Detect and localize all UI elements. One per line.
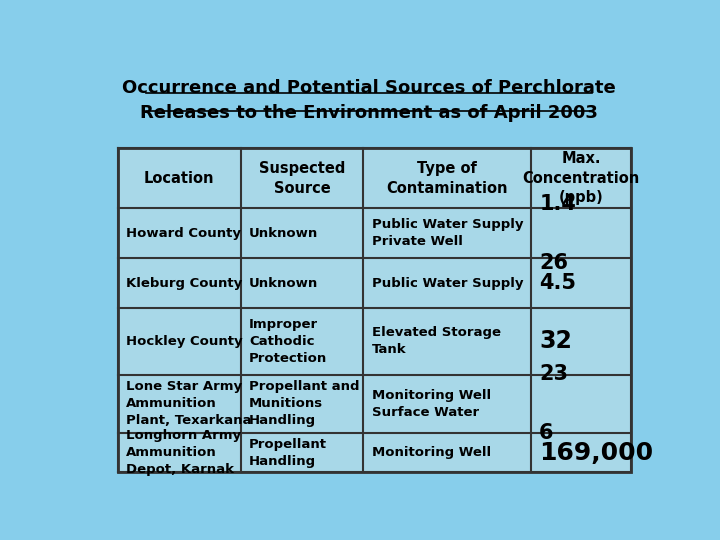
Text: Hockley County: Hockley County [126,335,243,348]
Text: 23

6: 23 6 [539,364,568,443]
Text: Occurrence and Potential Sources of Perchlorate
Releases to the Environment as o: Occurrence and Potential Sources of Perc… [122,79,616,122]
Text: Max.
Concentration
(ppb): Max. Concentration (ppb) [523,151,639,205]
Text: Monitoring Well
Surface Water: Monitoring Well Surface Water [372,389,491,419]
Text: Elevated Storage
Tank: Elevated Storage Tank [372,326,501,356]
Text: 1.4

26: 1.4 26 [539,194,576,273]
Text: Location: Location [144,171,215,186]
Text: Public Water Supply: Public Water Supply [372,276,523,289]
Text: Howard County: Howard County [126,227,241,240]
Text: 32: 32 [539,329,572,353]
Text: 169,000: 169,000 [539,441,653,464]
Text: Monitoring Well: Monitoring Well [372,446,491,459]
Bar [118,148,631,472]
Text: Unknown: Unknown [249,276,318,289]
Text: Type of
Contamination: Type of Contamination [387,161,508,195]
Text: Unknown: Unknown [249,227,318,240]
Text: Kleburg County: Kleburg County [126,276,243,289]
Text: Public Water Supply
Private Well: Public Water Supply Private Well [372,218,523,248]
Text: Suspected
Source: Suspected Source [259,161,345,195]
Text: Longhorn Army
Ammunition
Depot, Karnak: Longhorn Army Ammunition Depot, Karnak [126,429,241,476]
Text: 4.5: 4.5 [539,273,576,293]
Text: Improper
Cathodic
Protection: Improper Cathodic Protection [249,318,328,365]
Text: Propellant
Handling: Propellant Handling [249,437,327,468]
Text: Propellant and
Munitions
Handling: Propellant and Munitions Handling [249,380,359,427]
Text: Lone Star Army
Ammunition
Plant, Texarkana: Lone Star Army Ammunition Plant, Texarka… [126,380,252,427]
